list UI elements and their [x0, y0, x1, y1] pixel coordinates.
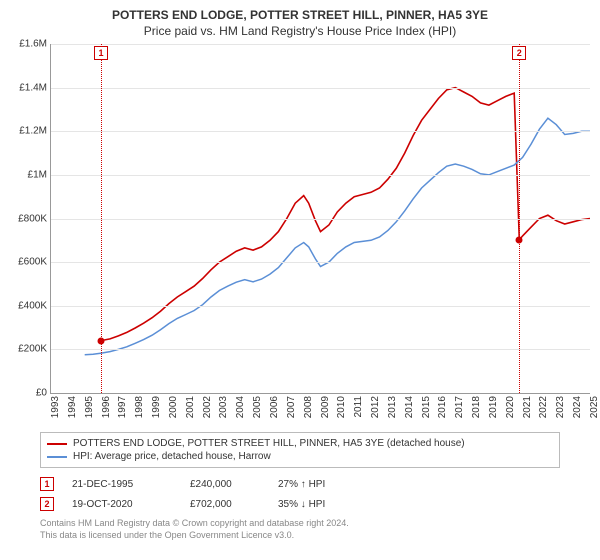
y-axis-label: £800K [18, 213, 47, 224]
y-axis-label: £1M [28, 169, 47, 180]
transaction-row: 2 19-OCT-2020 £702,000 35% ↓ HPI [40, 494, 560, 514]
x-axis-label: 2002 [202, 396, 213, 418]
legend-label: POTTERS END LODGE, POTTER STREET HILL, P… [73, 438, 465, 449]
x-axis-label: 2007 [286, 396, 297, 418]
legend-swatch [47, 443, 67, 445]
x-axis-label: 2012 [370, 396, 381, 418]
transaction-row: 1 21-DEC-1995 £240,000 27% ↑ HPI [40, 474, 560, 494]
y-axis-label: £200K [18, 344, 47, 355]
marker-box: 2 [512, 46, 526, 60]
legend-row: HPI: Average price, detached house, Harr… [47, 450, 553, 463]
marker-vline [519, 44, 520, 393]
chart-subtitle: Price paid vs. HM Land Registry's House … [0, 22, 600, 44]
marker-point [98, 337, 105, 344]
grid-line [51, 131, 590, 132]
x-axis-label: 2005 [252, 396, 263, 418]
transaction-marker: 2 [40, 497, 54, 511]
transaction-pct: 35% ↓ HPI [278, 499, 325, 510]
x-axis-label: 2003 [218, 396, 229, 418]
marker-box: 1 [94, 46, 108, 60]
transaction-pct: 27% ↑ HPI [278, 479, 325, 490]
transaction-date: 19-OCT-2020 [72, 499, 172, 510]
chart-title: POTTERS END LODGE, POTTER STREET HILL, P… [0, 0, 600, 22]
x-axis-label: 2021 [522, 396, 533, 418]
transactions-table: 1 21-DEC-1995 £240,000 27% ↑ HPI 2 19-OCT-202… [40, 474, 560, 514]
x-axis-label: 2000 [168, 396, 179, 418]
grid-line [51, 44, 590, 45]
x-axis-label: 2001 [185, 396, 196, 418]
legend: POTTERS END LODGE, POTTER STREET HILL, P… [40, 432, 560, 468]
x-axis-label: 2009 [320, 396, 331, 418]
transaction-price: £702,000 [190, 499, 260, 510]
chart-plot-area: £0£200K£400K£600K£800K£1M£1.2M£1.4M£1.6M… [50, 44, 590, 394]
x-axis-label: 2024 [572, 396, 583, 418]
x-axis-label: 1998 [134, 396, 145, 418]
grid-line [51, 88, 590, 89]
y-axis-label: £1.4M [19, 82, 47, 93]
y-axis-label: £600K [18, 257, 47, 268]
x-axis-label: 1999 [151, 396, 162, 418]
x-axis-label: 2014 [404, 396, 415, 418]
x-axis-label: 2013 [387, 396, 398, 418]
x-axis-label: 2016 [437, 396, 448, 418]
x-axis-label: 2020 [505, 396, 516, 418]
chart-container: POTTERS END LODGE, POTTER STREET HILL, P… [0, 0, 600, 560]
y-axis-label: £1.2M [19, 126, 47, 137]
transaction-price: £240,000 [190, 479, 260, 490]
y-axis-label: £400K [18, 300, 47, 311]
x-axis-label: 2017 [454, 396, 465, 418]
x-axis-label: 2022 [538, 396, 549, 418]
grid-line [51, 175, 590, 176]
x-axis-label: 2010 [336, 396, 347, 418]
x-axis-label: 2015 [421, 396, 432, 418]
x-axis-label: 2004 [235, 396, 246, 418]
x-axis-label: 2025 [589, 396, 600, 418]
grid-line [51, 349, 590, 350]
x-axis-label: 1995 [84, 396, 95, 418]
x-axis-label: 2018 [471, 396, 482, 418]
x-axis-label: 2008 [303, 396, 314, 418]
x-axis-label: 1997 [117, 396, 128, 418]
x-axis-label: 2011 [353, 396, 364, 418]
legend-label: HPI: Average price, detached house, Harr… [73, 451, 271, 462]
grid-line [51, 306, 590, 307]
x-axis-label: 2019 [488, 396, 499, 418]
grid-line [51, 262, 590, 263]
transaction-date: 21-DEC-1995 [72, 479, 172, 490]
x-axis-ticks: 1993 1994 1995 1996 1997 1998 1999 2000 2001 2002… [50, 394, 590, 428]
y-axis-label: £0 [36, 388, 47, 399]
x-axis-label: 1996 [101, 396, 112, 418]
series-line-hpi [85, 118, 590, 355]
grid-line [51, 219, 590, 220]
footer-attribution: Contains HM Land Registry data © Crown c… [40, 518, 560, 541]
x-axis-label: 2006 [269, 396, 280, 418]
legend-swatch [47, 456, 67, 458]
x-axis-label: 1994 [67, 396, 78, 418]
x-axis-label: 2023 [555, 396, 566, 418]
transaction-marker: 1 [40, 477, 54, 491]
series-line-price_paid [101, 88, 590, 341]
legend-row: POTTERS END LODGE, POTTER STREET HILL, P… [47, 437, 553, 450]
x-axis-label: 1993 [50, 396, 61, 418]
marker-point [516, 236, 523, 243]
footer-line-1: Contains HM Land Registry data © Crown c… [40, 518, 560, 530]
y-axis-label: £1.6M [19, 39, 47, 50]
footer-line-2: This data is licensed under the Open Gov… [40, 530, 560, 542]
